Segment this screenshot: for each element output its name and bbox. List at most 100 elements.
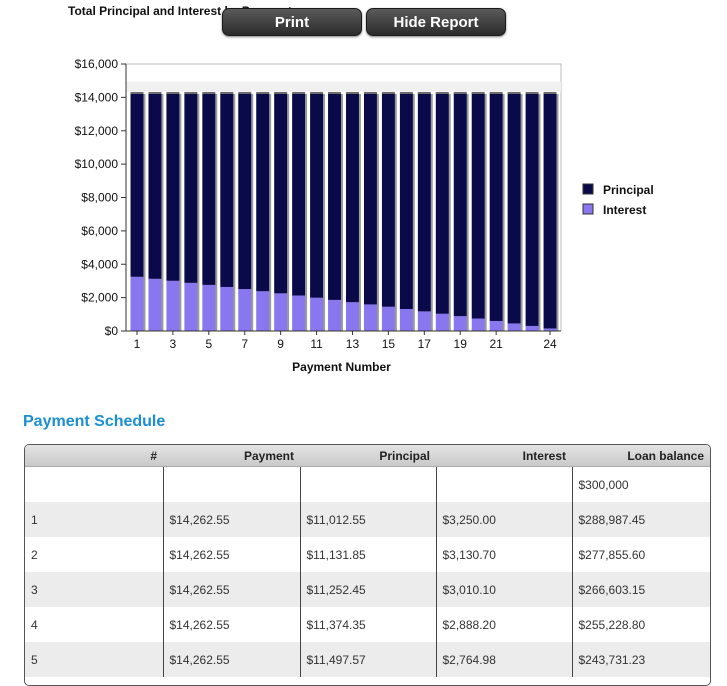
legend-swatch — [582, 203, 594, 215]
x-tick-label: 11 — [310, 337, 323, 351]
bar-interest — [292, 295, 306, 331]
bar-interest — [202, 284, 216, 331]
bar-principal — [417, 92, 431, 312]
bar-interest — [435, 313, 449, 331]
plot-band — [126, 81, 561, 92]
bar-interest — [543, 328, 557, 331]
bar-principal — [220, 92, 234, 287]
bar-top — [130, 91, 144, 94]
table-row: 2 $14,262.55 $11,131.85 $3,130.70 $277,855.6… — [25, 537, 710, 572]
table-row: $300,000 — [25, 466, 710, 502]
cell-loan-balance: $288,987.45 — [572, 502, 710, 537]
bar-interest — [507, 323, 521, 331]
bar-top — [507, 91, 521, 94]
bar-principal — [453, 92, 467, 317]
bar-top — [202, 91, 216, 94]
bar-interest — [525, 325, 539, 331]
column-header-loan-balance: Loan balance — [572, 445, 710, 467]
y-tick-label: $8,000 — [81, 191, 118, 205]
y-tick-label: $10,000 — [75, 157, 119, 171]
cell-principal: $11,131.85 — [300, 537, 437, 572]
bar-top — [328, 91, 341, 94]
cell-number: 1 — [25, 502, 164, 537]
bar-principal — [363, 92, 377, 305]
bar-top — [543, 91, 557, 94]
print-button[interactable]: Print — [222, 8, 362, 36]
cell-loan-balance: $300,000 — [578, 477, 629, 492]
bar-principal — [238, 92, 252, 290]
x-tick-label: 17 — [418, 337, 432, 351]
principal-interest-chart: $0 $2,000 $4,000 $6,000 $8,000 $10,000 $12,000… — [75, 57, 654, 374]
x-tick-label: 15 — [382, 337, 396, 351]
bar-top — [148, 91, 162, 94]
cell-payment: $14,262.55 — [163, 572, 301, 607]
legend-label: Principal — [603, 183, 654, 197]
bar-top — [238, 91, 252, 94]
payment-schedule-table: # Payment Principal Interest Loan balanc… — [24, 444, 711, 686]
cell-number: 2 — [25, 537, 164, 572]
y-tick-label: $14,000 — [75, 90, 119, 104]
table-row: 4 $14,262.55 $11,374.35 $2,888.20 $255,228.8… — [25, 607, 710, 642]
bar-top — [166, 91, 180, 94]
bar-interest — [489, 320, 503, 331]
cell-loan-balance: $266,603.15 — [572, 572, 710, 607]
bar-top — [220, 91, 234, 94]
y-tick-label: $0 — [105, 324, 119, 338]
payment-schedule-heading: Payment Schedule — [23, 413, 166, 430]
table-row: 3 $14,262.55 $11,252.45 $3,010.10 $266,603.1… — [25, 572, 710, 607]
cell-number: 3 — [25, 572, 164, 607]
cell-principal: $11,012.55 — [300, 502, 437, 537]
cell-payment: $14,262.55 — [163, 642, 301, 677]
bar-principal — [507, 92, 521, 324]
bar-principal — [256, 92, 270, 292]
column-header-interest: Interest — [436, 445, 572, 467]
bar-interest — [256, 291, 270, 331]
bar-principal — [525, 92, 539, 326]
cell-number — [25, 466, 164, 502]
y-tick-label: $16,000 — [75, 57, 119, 71]
x-tick-label: 9 — [277, 337, 284, 351]
legend-label: Interest — [603, 203, 646, 217]
bar-top — [471, 91, 485, 94]
bar-interest — [363, 304, 377, 331]
bar-interest — [453, 316, 467, 331]
cell-loan-balance: $243,731.23 — [572, 642, 710, 677]
bar-principal — [346, 92, 359, 303]
column-header-payment: Payment — [163, 445, 300, 467]
hide-report-button[interactable]: Hide Report — [366, 8, 506, 36]
cell-interest — [436, 466, 573, 502]
bar-top — [399, 91, 413, 94]
y-tick-label: $2,000 — [81, 291, 118, 305]
bar-top — [435, 91, 449, 94]
cell-number: 4 — [25, 607, 164, 642]
bar-principal — [381, 92, 395, 307]
bar-principal — [184, 92, 198, 283]
bar-principal — [543, 92, 557, 329]
x-tick-label: 1 — [134, 337, 141, 351]
bar-interest — [220, 286, 234, 331]
bar-interest — [328, 299, 341, 331]
cell-principal: $11,497.57 — [300, 642, 437, 677]
bar-principal — [202, 92, 216, 285]
x-tick-label: 13 — [346, 337, 360, 351]
bar-top — [184, 91, 198, 94]
bar-principal — [310, 92, 324, 298]
bar-principal — [292, 92, 306, 296]
bar-interest — [148, 278, 162, 331]
bar-principal — [148, 92, 162, 279]
bar-top — [346, 91, 359, 94]
x-tick-label: 7 — [241, 337, 248, 351]
cell-principal: $11,252.45 — [300, 572, 437, 607]
y-tick-label: $4,000 — [81, 257, 118, 271]
bar-principal — [435, 92, 449, 314]
bar-top — [417, 91, 431, 94]
cell-payment: $14,262.55 — [163, 607, 301, 642]
bar-principal — [399, 92, 413, 310]
y-tick-label: $6,000 — [81, 224, 118, 238]
cell-interest: $2,888.20 — [436, 607, 573, 642]
bar-interest — [346, 302, 359, 331]
cell-loan-balance: $277,855.60 — [578, 547, 646, 562]
cell-payment: $14,262.55 — [163, 502, 301, 537]
x-axis-title: Payment Number — [292, 360, 391, 374]
column-header-principal: Principal — [300, 445, 436, 467]
